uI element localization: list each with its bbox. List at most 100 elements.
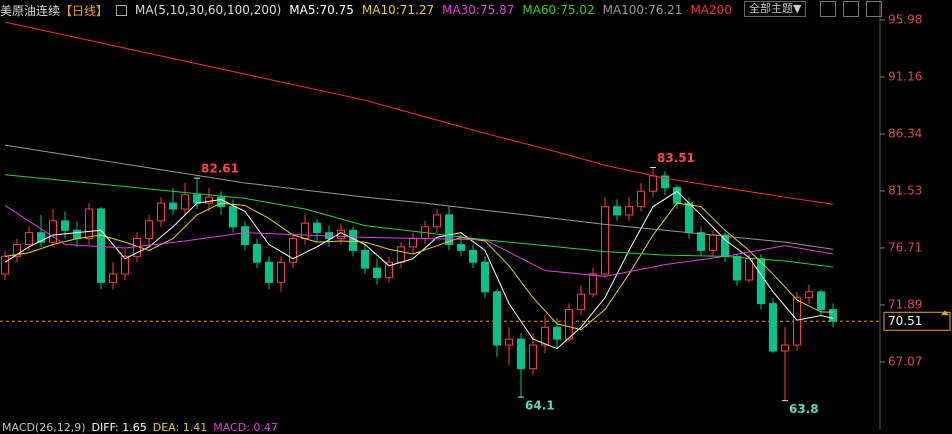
candle-body xyxy=(361,249,369,269)
candle-body xyxy=(289,238,297,263)
candle-body xyxy=(109,273,117,283)
period[interactable]: 【日线】 xyxy=(60,3,109,18)
candle-body xyxy=(553,326,561,340)
legend-entry: MA200 xyxy=(690,3,732,17)
candle-body xyxy=(1,255,9,275)
candle-body xyxy=(49,220,57,243)
footer: MACD(26,12,9) DIFF: 1.65 DEA: 1.41 MACD: 0.… xyxy=(2,421,284,434)
icon[interactable] xyxy=(116,4,128,16)
candle-body xyxy=(517,338,525,370)
y-tick-label: 91.16 xyxy=(888,70,922,84)
candle-body xyxy=(829,309,837,322)
annotation-label: 82.61 xyxy=(201,162,239,176)
candle-body xyxy=(481,261,489,293)
last-price-label: 70.51 xyxy=(888,314,922,328)
symbol: 美原油连续 xyxy=(0,3,61,18)
candle-body xyxy=(229,206,237,228)
candle-body xyxy=(817,291,825,311)
candle-body xyxy=(469,249,477,263)
candle-body xyxy=(157,202,165,222)
ma-line xyxy=(4,21,834,205)
legend-entry: MA10:71.27 xyxy=(361,3,435,17)
candle-body xyxy=(145,220,153,240)
y-tick-label: 95.98 xyxy=(888,12,922,26)
candle-body xyxy=(97,208,105,283)
candle-body xyxy=(313,222,321,234)
y-tick-label: 67.07 xyxy=(888,354,922,368)
candle-body xyxy=(529,344,537,370)
candle-body xyxy=(661,175,669,189)
candle-body xyxy=(397,246,405,263)
candle-body xyxy=(625,206,633,216)
ma-line xyxy=(4,144,834,250)
candle-body xyxy=(505,338,513,346)
annotation-label: 83.51 xyxy=(657,151,695,165)
header: 美原油连续 【日线】 MA(5,10,30,60,100,200) MA5:70… xyxy=(0,0,740,20)
candle-body xyxy=(745,258,753,281)
icon-button[interactable] xyxy=(866,1,882,17)
candle-body xyxy=(685,202,693,234)
y-tick-label: 76.71 xyxy=(888,240,922,254)
candle-body xyxy=(121,255,129,275)
candle-body xyxy=(769,303,777,352)
candle-body xyxy=(13,243,21,257)
candle-body xyxy=(601,206,609,275)
footer-text: DIFF: 1.65 xyxy=(91,421,147,434)
legend-entry: MA60:75.02 xyxy=(522,3,595,17)
candle-body xyxy=(61,220,69,231)
theme-button[interactable]: 全部主题▼ xyxy=(744,1,807,17)
candle-body xyxy=(217,196,225,208)
candle-body xyxy=(169,202,177,210)
y-tick-label: 86.34 xyxy=(888,127,922,141)
footer-text: MACD: 0.47 xyxy=(213,421,278,434)
candle-body xyxy=(193,194,201,204)
candle-body xyxy=(805,291,813,299)
price-arrow xyxy=(941,310,949,316)
footer-text: DEA: 1.41 xyxy=(152,421,208,434)
icon-button[interactable] xyxy=(843,1,859,17)
legend-entry: MA30:75.87 xyxy=(442,3,515,17)
icon-button[interactable] xyxy=(820,1,836,17)
candle-body xyxy=(265,261,273,283)
candle-body xyxy=(493,291,501,346)
candle-body xyxy=(181,194,189,210)
candle-body xyxy=(697,232,705,251)
candle-body xyxy=(541,326,549,346)
ma-line xyxy=(4,174,834,268)
candle-body xyxy=(445,214,453,245)
candle-body xyxy=(673,187,681,204)
footer-text: MACD(26,12,9) xyxy=(2,421,86,434)
candle-body xyxy=(577,293,585,311)
candle-body xyxy=(37,232,45,243)
candle-body xyxy=(457,243,465,251)
y-tick-label: 71.89 xyxy=(888,297,922,311)
candle-body xyxy=(205,196,213,204)
candle-body xyxy=(793,297,801,346)
legend-entry: MA100:76.21 xyxy=(602,3,683,17)
candle-body xyxy=(301,222,309,240)
candle-body xyxy=(637,190,645,208)
candle-body xyxy=(733,255,741,281)
candle-body xyxy=(349,229,357,251)
y-tick-label: 81.53 xyxy=(888,183,922,197)
candle-body xyxy=(385,261,393,279)
legend-entry: MA5:70.75 xyxy=(289,3,354,17)
annotation-label: 63.8 xyxy=(789,402,819,416)
candle-body xyxy=(433,214,441,228)
candle-body xyxy=(85,208,93,240)
candle-body xyxy=(241,226,249,245)
candle-body xyxy=(565,309,573,340)
candle-body xyxy=(25,232,33,245)
candle-body xyxy=(277,261,285,283)
candle-body xyxy=(721,234,729,257)
indicator: MA(5,10,30,60,100,200) xyxy=(135,3,282,17)
candle-body xyxy=(73,229,81,240)
candle-body xyxy=(757,258,765,305)
annotation-label: 64.1 xyxy=(525,399,555,413)
candle-body xyxy=(253,243,261,263)
candle-body xyxy=(613,206,621,216)
candle-body xyxy=(709,234,717,251)
ma-line xyxy=(4,205,834,277)
